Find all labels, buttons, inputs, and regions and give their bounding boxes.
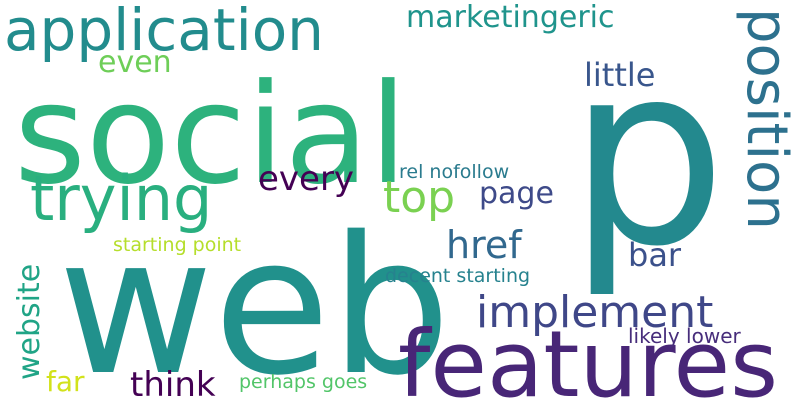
word-far: far xyxy=(46,365,85,398)
word-little: little xyxy=(584,56,655,94)
word-decent-starting: decent starting xyxy=(385,265,530,287)
word-think: think xyxy=(130,365,216,400)
word-href: href xyxy=(446,223,523,267)
word-application: application xyxy=(4,0,324,64)
word-social: social xyxy=(14,54,407,215)
word-implement: implement xyxy=(476,287,713,338)
word-trying: trying xyxy=(30,162,212,235)
word-website: website xyxy=(12,264,47,380)
word-every: every xyxy=(258,159,354,199)
word-marketingeric: marketingeric xyxy=(406,0,614,35)
word-page: page xyxy=(479,176,554,211)
word-even: even xyxy=(98,45,172,80)
word-p: p xyxy=(568,10,727,301)
word-likely-lower: likely lower xyxy=(628,324,741,348)
word-starting-point: starting point xyxy=(113,234,241,256)
word-top: top xyxy=(383,172,455,223)
word-perhaps-goes: perhaps goes xyxy=(239,371,367,393)
word-rel-nofollow: rel nofollow xyxy=(399,161,509,183)
word-web: web xyxy=(58,196,451,400)
word-features: features xyxy=(398,311,778,400)
word-position: position xyxy=(734,8,799,230)
word-bar: bar xyxy=(628,236,682,274)
